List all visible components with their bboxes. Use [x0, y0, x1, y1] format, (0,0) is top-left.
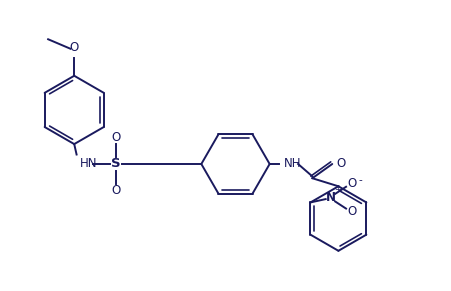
Text: S: S — [111, 157, 120, 171]
Text: O: O — [111, 184, 120, 197]
Text: O: O — [346, 205, 355, 219]
Text: HN: HN — [80, 157, 97, 171]
Text: O: O — [69, 41, 78, 54]
Text: N: N — [325, 191, 335, 204]
Text: O: O — [346, 177, 355, 190]
Text: O: O — [335, 157, 345, 171]
Text: -: - — [358, 175, 361, 185]
Text: +: + — [334, 184, 341, 194]
Text: O: O — [111, 132, 120, 144]
Text: NH: NH — [283, 157, 301, 171]
